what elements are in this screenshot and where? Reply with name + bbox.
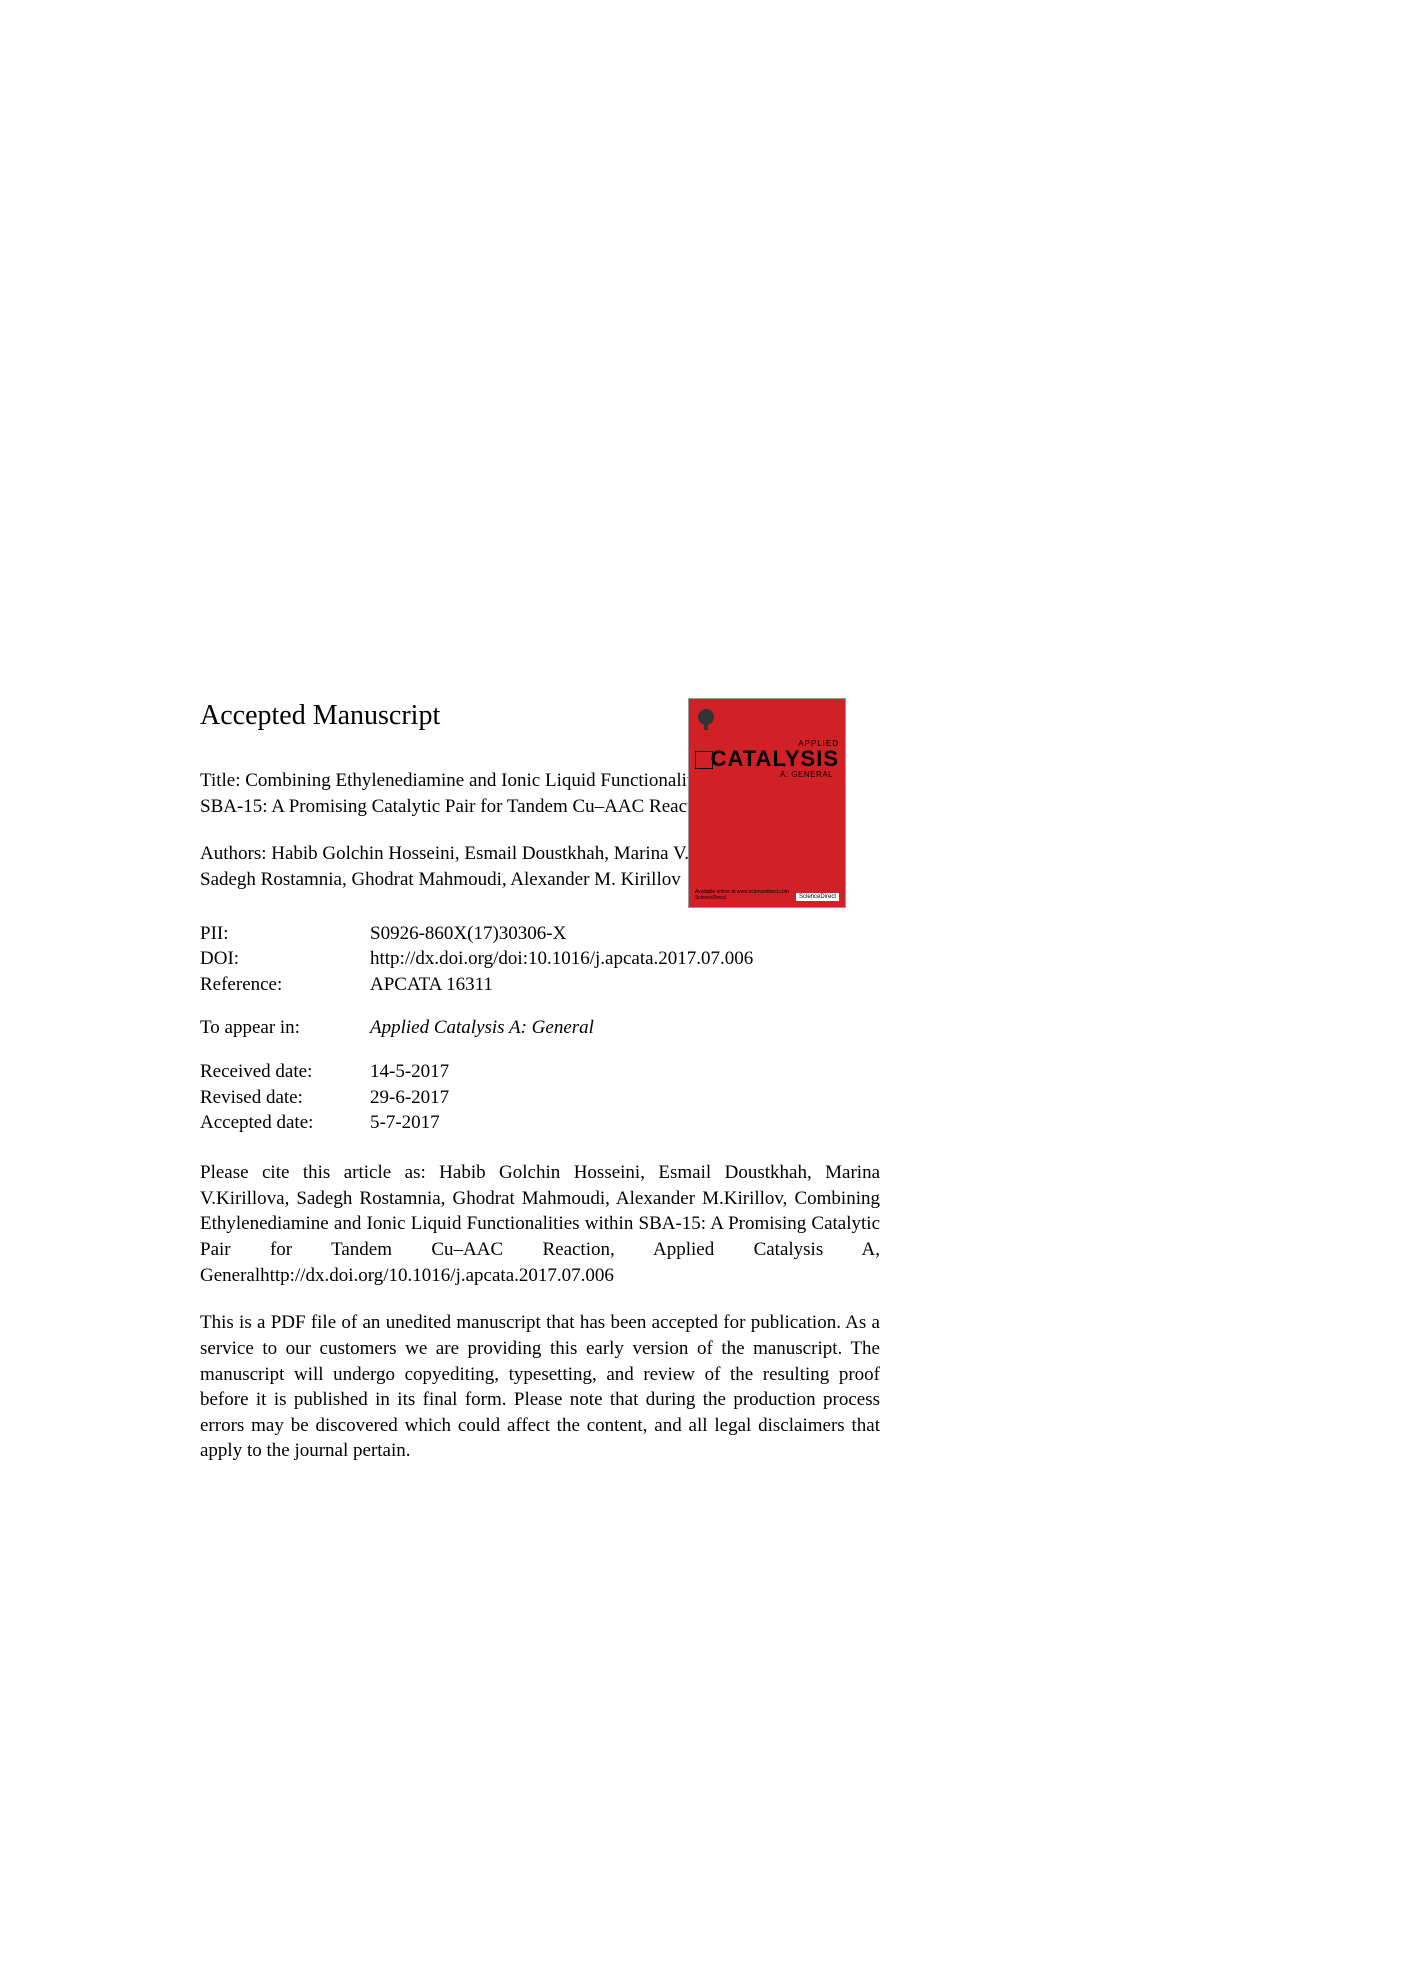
meta-label: Accepted date: (200, 1110, 370, 1136)
meta-value: 5-7-2017 (370, 1110, 440, 1136)
meta-value: http://dx.doi.org/doi:10.1016/j.apcata.2… (370, 946, 753, 972)
meta-row-doi: DOI: http://dx.doi.org/doi:10.1016/j.apc… (200, 946, 880, 972)
meta-label: To appear in: (200, 1015, 370, 1041)
meta-value: S0926-860X(17)30306-X (370, 921, 566, 947)
cover-journal-subtitle: A: GENERAL (695, 770, 839, 779)
meta-label: PII: (200, 921, 370, 947)
meta-row-pii: PII: S0926-860X(17)30306-X (200, 921, 880, 947)
meta-row-accepted: Accepted date: 5-7-2017 (200, 1110, 880, 1136)
meta-row-appear: To appear in: Applied Catalysis A: Gener… (200, 1015, 880, 1041)
title-text: Combining Ethylenediamine and Ionic Liqu… (200, 770, 767, 817)
meta-label: Received date: (200, 1059, 370, 1085)
title-prefix: Title: (200, 770, 245, 791)
meta-row-revised: Revised date: 29-6-2017 (200, 1085, 880, 1111)
citation-text: Please cite this article as: Habib Golch… (200, 1160, 880, 1288)
meta-value: APCATA 16311 (370, 972, 493, 998)
metadata-table: PII: S0926-860X(17)30306-X DOI: http://d… (200, 921, 880, 1136)
cover-small-icon (695, 751, 713, 769)
elsevier-tree-icon (697, 708, 715, 730)
meta-value: 14-5-2017 (370, 1059, 449, 1085)
meta-label: Revised date: (200, 1085, 370, 1111)
journal-cover: APPLIED CATALYSIS A: GENERAL Available o… (688, 698, 846, 908)
meta-label: Reference: (200, 972, 370, 998)
cover-journal-title: CATALYSIS (695, 748, 839, 770)
meta-value: 29-6-2017 (370, 1085, 449, 1111)
authors-prefix: Authors: (200, 843, 271, 864)
authors-text: Habib Golchin Hosseini, Esmail Doustkhah… (200, 843, 767, 890)
cover-publisher-logo (689, 699, 845, 739)
meta-row-received: Received date: 14-5-2017 (200, 1059, 880, 1085)
meta-row-reference: Reference: APCATA 16311 (200, 972, 880, 998)
meta-value: Applied Catalysis A: General (370, 1015, 594, 1041)
cover-bottom-right: ScienceDirect (796, 893, 839, 901)
cover-bottom-left: Available online at www.sciencedirect.co… (695, 889, 796, 901)
meta-label: DOI: (200, 946, 370, 972)
disclaimer-text: This is a PDF file of an unedited manusc… (200, 1310, 880, 1464)
